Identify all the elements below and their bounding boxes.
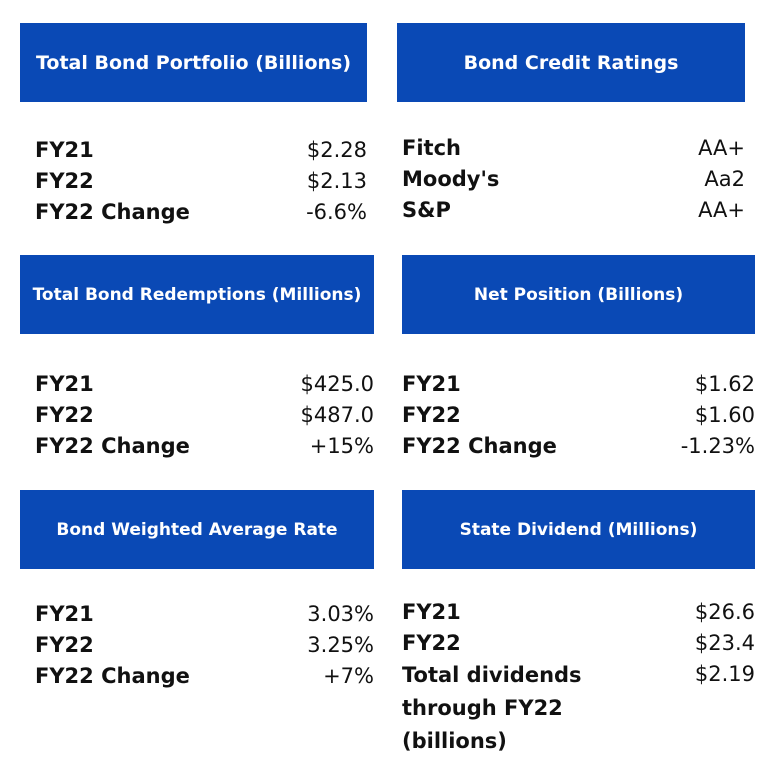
row-value: $2.19 — [694, 662, 755, 686]
row-value: $26.6 — [694, 600, 755, 624]
table-row: FY22 $1.60 — [402, 400, 755, 431]
credit-ratings-title: Bond Credit Ratings — [463, 51, 679, 74]
table-row: FY21 $1.62 — [402, 369, 755, 400]
row-value: -6.6% — [306, 200, 367, 224]
credit-ratings-table: Fitch AA+ Moody's Aa2 S&P AA+ — [402, 133, 745, 226]
row-value: $2.13 — [306, 169, 367, 193]
row-label: FY21 — [35, 372, 94, 396]
row-value: $425.0 — [300, 372, 374, 396]
row-value: $1.62 — [694, 372, 755, 396]
row-value: $23.4 — [694, 631, 755, 655]
table-row: FY22 3.25% — [35, 630, 374, 661]
bond-portfolio-table: FY21 $2.28 FY22 $2.13 FY22 Change -6.6% — [35, 135, 367, 228]
bond-portfolio-header: Total Bond Portfolio (Billions) — [20, 23, 367, 102]
row-value: 3.25% — [307, 633, 374, 657]
row-label: FY22 — [402, 403, 461, 427]
row-value: $487.0 — [300, 403, 374, 427]
row-value: $1.60 — [694, 403, 755, 427]
row-label: FY22 Change — [402, 434, 557, 458]
row-value: Aa2 — [704, 167, 745, 191]
row-value: AA+ — [698, 136, 745, 160]
row-value: +15% — [309, 434, 374, 458]
table-row: FY21 $2.28 — [35, 135, 367, 166]
table-row: FY22 Change -1.23% — [402, 431, 755, 462]
bond-redemptions-title: Total Bond Redemptions (Millions) — [32, 284, 362, 305]
net-position-header: Net Position (Billions) — [402, 255, 755, 334]
table-row: FY21 $26.6 — [402, 597, 755, 628]
table-row: FY22 $23.4 — [402, 628, 755, 659]
row-label: FY22 Change — [35, 200, 190, 224]
table-row: Total dividends through FY22 (billions) … — [402, 659, 755, 753]
bond-portfolio-title: Total Bond Portfolio (Billions) — [35, 51, 352, 74]
credit-ratings-header: Bond Credit Ratings — [397, 23, 745, 102]
row-label: Fitch — [402, 136, 461, 160]
row-label: FY22 — [35, 633, 94, 657]
table-row: FY22 $2.13 — [35, 166, 367, 197]
row-label: FY21 — [35, 602, 94, 626]
weighted-rate-table: FY21 3.03% FY22 3.25% FY22 Change +7% — [35, 599, 374, 692]
state-dividend-table: FY21 $26.6 FY22 $23.4 Total dividends th… — [402, 597, 755, 753]
row-value: +7% — [323, 664, 374, 688]
state-dividend-title: State Dividend (Millions) — [459, 519, 698, 540]
table-row: FY22 Change -6.6% — [35, 197, 367, 228]
net-position-table: FY21 $1.62 FY22 $1.60 FY22 Change -1.23% — [402, 369, 755, 462]
table-row: FY21 $425.0 — [35, 369, 374, 400]
table-row: Fitch AA+ — [402, 133, 745, 164]
row-label: FY21 — [35, 138, 94, 162]
row-label: FY22 Change — [35, 664, 190, 688]
table-row: FY21 3.03% — [35, 599, 374, 630]
table-row: FY22 $487.0 — [35, 400, 374, 431]
table-row: FY22 Change +15% — [35, 431, 374, 462]
row-value: -1.23% — [680, 434, 755, 458]
row-label: FY22 — [402, 631, 461, 655]
weighted-rate-header: Bond Weighted Average Rate — [20, 490, 374, 569]
row-label: FY21 — [402, 372, 461, 396]
row-value: 3.03% — [307, 602, 374, 626]
row-value: AA+ — [698, 198, 745, 222]
row-label: Total dividends through FY22 (billions) — [402, 663, 582, 753]
state-dividend-header: State Dividend (Millions) — [402, 490, 755, 569]
row-label: FY21 — [402, 600, 461, 624]
row-label: Moody's — [402, 167, 500, 191]
bond-redemptions-table: FY21 $425.0 FY22 $487.0 FY22 Change +15% — [35, 369, 374, 462]
weighted-rate-title: Bond Weighted Average Rate — [56, 519, 338, 540]
row-label: FY22 — [35, 403, 94, 427]
row-label: FY22 Change — [35, 434, 190, 458]
bond-redemptions-header: Total Bond Redemptions (Millions) — [20, 255, 374, 334]
row-label: FY22 — [35, 169, 94, 193]
table-row: Moody's Aa2 — [402, 164, 745, 195]
net-position-title: Net Position (Billions) — [473, 284, 684, 305]
row-value: $2.28 — [306, 138, 367, 162]
table-row: S&P AA+ — [402, 195, 745, 226]
row-label: S&P — [402, 198, 451, 222]
table-row: FY22 Change +7% — [35, 661, 374, 692]
